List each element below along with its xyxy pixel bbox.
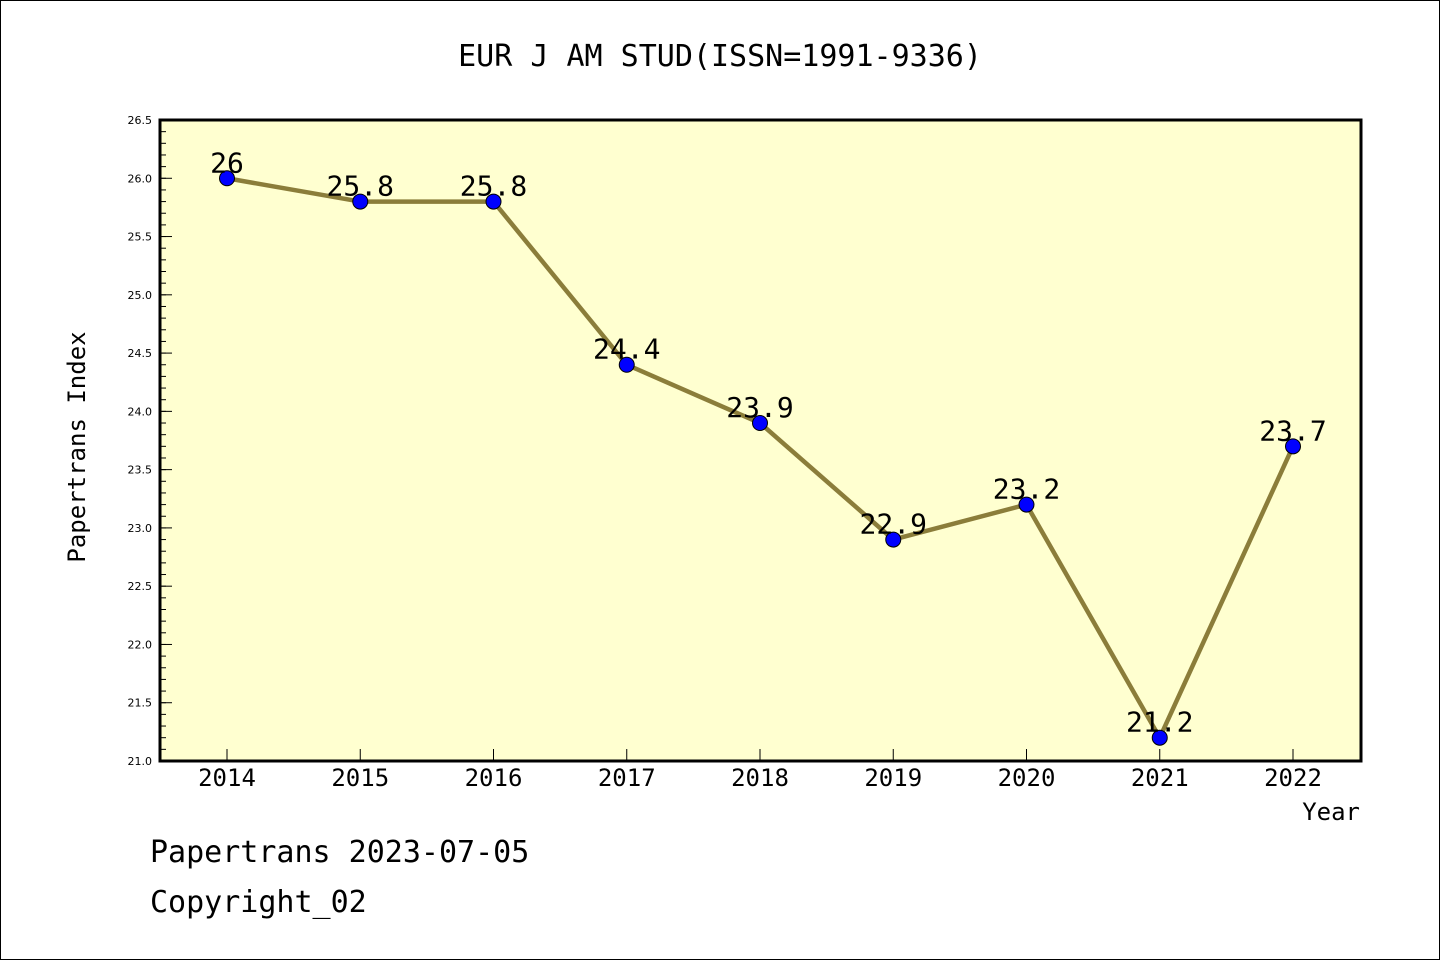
- x-axis: 2014 2015 2016 2017 2018 2019 2020 2021 2022: [198, 749, 1322, 792]
- chart-title: EUR J AM STUD(ISSN=1991-9336): [458, 39, 982, 74]
- data-label: 25.8: [460, 170, 527, 203]
- data-label: 22.9: [860, 508, 927, 541]
- data-label: 23.2: [993, 473, 1060, 506]
- data-point: [219, 170, 235, 187]
- data-point: [1018, 496, 1035, 513]
- data-point: [1285, 438, 1301, 455]
- y-tick-label: 22.5: [128, 580, 153, 593]
- y-tick-label: 24.0: [128, 405, 153, 418]
- data-point: [618, 356, 635, 373]
- x-tick-label: 2014: [198, 764, 256, 792]
- y-tick-label: 26.0: [128, 172, 153, 185]
- y-tick-label: 24.5: [128, 347, 153, 360]
- y-tick-label: 23.0: [128, 522, 153, 535]
- x-tick-label: 2016: [465, 764, 523, 792]
- x-tick-label: 2021: [1131, 764, 1189, 792]
- data-point: [1151, 729, 1168, 746]
- series-markers: [219, 170, 1301, 746]
- x-tick-label: 2017: [598, 764, 656, 792]
- y-tick-label: 25.0: [128, 289, 153, 302]
- y-axis-label: Papertrans Index: [63, 331, 91, 562]
- data-point: [352, 193, 369, 210]
- x-tick-label: 2015: [331, 764, 389, 792]
- x-axis-label: Year: [1302, 798, 1360, 826]
- x-tick-label: 2019: [864, 764, 922, 792]
- x-tick-label: 2018: [731, 764, 789, 792]
- y-tick-label: 21.0: [128, 755, 153, 768]
- x-tick-label: 2022: [1264, 764, 1322, 792]
- y-tick-label: 21.5: [128, 697, 153, 710]
- data-label: 24.4: [593, 333, 660, 366]
- data-point: [752, 415, 768, 432]
- data-labels: 26 25.8 25.8 24.4 23.9 22.9 23.2 21.2 23.7: [210, 146, 1327, 738]
- footer-copyright: Copyright_02: [150, 885, 367, 920]
- data-point: [485, 193, 502, 210]
- x-tick-label: 2020: [998, 764, 1056, 792]
- data-label: 26: [210, 146, 244, 179]
- y-tick-label: 25.5: [128, 231, 153, 244]
- data-point: [885, 531, 902, 548]
- y-tick-label: 26.5: [128, 114, 153, 127]
- plot-area: [158, 118, 1363, 763]
- data-label: 21.2: [1126, 706, 1193, 739]
- y-tick-label: 22.0: [128, 638, 153, 651]
- y-axis: 21.0 21.5 22.0 22.5 23.0 23.5 24.0 24.5 25.0 25.5…: [128, 114, 172, 768]
- footer-date: Papertrans 2023-07-05: [150, 835, 530, 870]
- data-label: 23.7: [1259, 414, 1326, 447]
- data-label: 23.9: [726, 391, 793, 424]
- data-label: 25.8: [327, 170, 394, 203]
- y-tick-label: 23.5: [128, 464, 153, 477]
